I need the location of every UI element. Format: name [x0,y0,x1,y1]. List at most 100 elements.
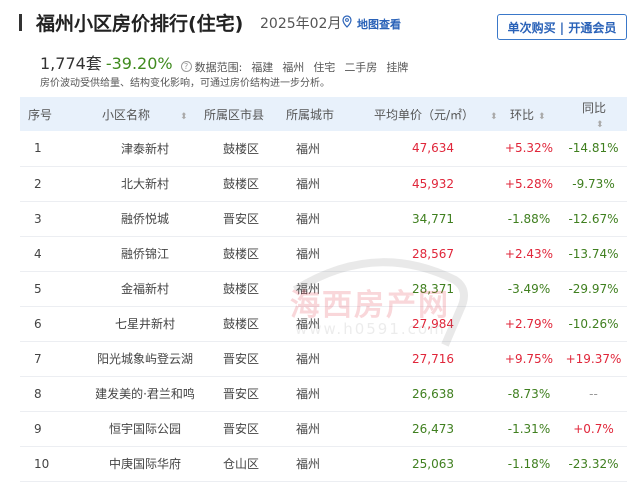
cell-city: 福州 [282,271,368,307]
cell-city: 福州 [282,166,368,202]
cell-rank: 6 [20,306,90,342]
cell-name[interactable]: 融侨锦江 [90,236,200,272]
table-row[interactable]: 1 津泰新村 鼓楼区 福州 47,634 +5.32% -14.81% [20,131,627,167]
sort-icon[interactable]: ⬍ [538,111,546,122]
table-row[interactable]: 4 融侨锦江 鼓楼区 福州 28,567 +2.43% -13.74% [20,236,627,272]
cell-district: 晋安区 [200,411,282,447]
cell-price: 25,063 [368,446,498,482]
cell-district: 鼓楼区 [200,271,282,307]
cell-yoy: -12.67% [560,201,627,237]
cell-name[interactable]: 七星井新村 [90,306,200,342]
cell-name[interactable]: 金福新村 [90,271,200,307]
table-row[interactable]: 9 恒宇国际公园 晋安区 福州 26,473 -1.31% +0.7% [20,411,627,447]
cell-city: 福州 [282,131,368,167]
table-row[interactable]: 2 北大新村 鼓楼区 福州 45,932 +5.28% -9.73% [20,166,627,202]
cell-district: 晋安区 [200,341,282,377]
cell-rank: 5 [20,271,90,307]
cell-name[interactable]: 中庚国际华府 [90,446,200,482]
col-price[interactable]: 平均单价（元/㎡） ⬍ [368,97,498,131]
scope-tag: 住宅 [313,60,336,74]
col-city: 所属城市 [282,97,368,131]
cell-district: 仓山区 [200,446,282,482]
scope-tag: 福州 [282,60,305,74]
title-accent-bar [19,14,22,31]
table-row[interactable]: 7 阳光城象屿登云湖 晋安区 福州 27,716 +9.75% +19.37% [20,341,627,377]
price-note: 房价波动受供给量、结构变化影响，可通过房价结构进一步分析。 [40,78,330,89]
cell-yoy: -14.81% [560,131,627,167]
cell-price: 28,371 [368,271,498,307]
scope-label: 数据范围: [194,60,243,74]
cell-city: 福州 [282,306,368,342]
cell-district: 晋安区 [200,201,282,237]
table-row[interactable]: 6 七星井新村 鼓楼区 福州 27,984 +2.79% -10.26% [20,306,627,342]
cell-city: 福州 [282,376,368,412]
cell-district: 晋安区 [200,376,282,412]
cell-yoy: -9.73% [560,166,627,202]
cell-rank: 9 [20,411,90,447]
cell-price: 28,567 [368,236,498,272]
cell-name[interactable]: 阳光城象屿登云湖 [90,341,200,377]
table-row[interactable]: 10 中庚国际华府 仓山区 福州 25,063 -1.18% -23.32% [20,446,627,482]
cell-city: 福州 [282,341,368,377]
cell-rank: 3 [20,201,90,237]
cell-name[interactable]: 恒宇国际公园 [90,411,200,447]
cell-price: 34,771 [368,201,498,237]
cell-district: 鼓楼区 [200,306,282,342]
cell-name[interactable]: 北大新村 [90,166,200,202]
cell-price: 45,932 [368,166,498,202]
help-icon[interactable]: ? [180,61,192,72]
col-name[interactable]: 小区名称 ⬍ [90,97,200,131]
cell-rank: 1 [20,131,90,167]
sort-icon[interactable]: ⬍ [180,111,188,122]
cell-rank: 2 [20,166,90,202]
cell-mom: -1.18% [498,446,560,482]
col-mom[interactable]: 环比 ⬍ [498,97,560,131]
map-pin-icon [340,15,354,32]
ranking-table: 序号 小区名称 ⬍ 所属区市县 所属城市 平均单价（元/㎡） ⬍ 环比 ⬍ 同比⬍ 1… [20,97,627,482]
col-rank: 序号 [20,97,90,131]
cell-yoy: +19.37% [560,341,627,377]
cell-mom: -1.31% [498,411,560,447]
buy-membership-button[interactable]: 单次购买 | 开通会员 [497,14,627,40]
summary: 1,774套 -39.20% ? 数据范围: 福建 福州 住宅 二手房 挂牌 [40,50,408,75]
cell-price: 26,638 [368,376,498,412]
cell-yoy: -- [560,376,627,412]
sort-icon[interactable]: ⬍ [490,111,498,122]
cell-yoy: -10.26% [560,306,627,342]
cell-name[interactable]: 融侨悦城 [90,201,200,237]
cell-mom: +5.28% [498,166,560,202]
table-header: 序号 小区名称 ⬍ 所属区市县 所属城市 平均单价（元/㎡） ⬍ 环比 ⬍ 同比⬍ [20,97,627,131]
cell-city: 福州 [282,411,368,447]
col-yoy[interactable]: 同比⬍ [560,97,627,131]
cell-name[interactable]: 津泰新村 [90,131,200,167]
cell-mom: -8.73% [498,376,560,412]
cell-district: 鼓楼区 [200,236,282,272]
cell-rank: 10 [20,446,90,482]
listing-count: 1,774套 [40,54,102,73]
cell-district: 鼓楼区 [200,131,282,167]
cell-city: 福州 [282,446,368,482]
col-district: 所属区市县 [200,97,282,131]
table-row[interactable]: 5 金福新村 鼓楼区 福州 28,371 -3.49% -29.97% [20,271,627,307]
scope-tag: 二手房 [344,60,378,74]
cell-district: 鼓楼区 [200,166,282,202]
cell-mom: +2.43% [498,236,560,272]
cell-mom: -1.88% [498,201,560,237]
cell-rank: 4 [20,236,90,272]
map-view-label: 地图查看 [357,17,401,31]
cell-rank: 8 [20,376,90,412]
data-scope: ? 数据范围: 福建 福州 住宅 二手房 挂牌 [180,59,408,75]
table-row[interactable]: 8 建发美的·君兰和鸣 晋安区 福州 26,638 -8.73% -- [20,376,627,412]
page-title: 福州小区房价排行(住宅) [36,13,244,35]
cell-name[interactable]: 建发美的·君兰和鸣 [90,376,200,412]
map-view-link[interactable]: 地图查看 [340,15,401,32]
sort-icon[interactable]: ⬍ [596,119,604,130]
cell-mom: -3.49% [498,271,560,307]
cell-mom: +5.32% [498,131,560,167]
cell-price: 27,716 [368,341,498,377]
cell-city: 福州 [282,201,368,237]
cell-price: 47,634 [368,131,498,167]
table-row[interactable]: 3 融侨悦城 晋安区 福州 34,771 -1.88% -12.67% [20,201,627,237]
cell-yoy: -29.97% [560,271,627,307]
cell-city: 福州 [282,236,368,272]
